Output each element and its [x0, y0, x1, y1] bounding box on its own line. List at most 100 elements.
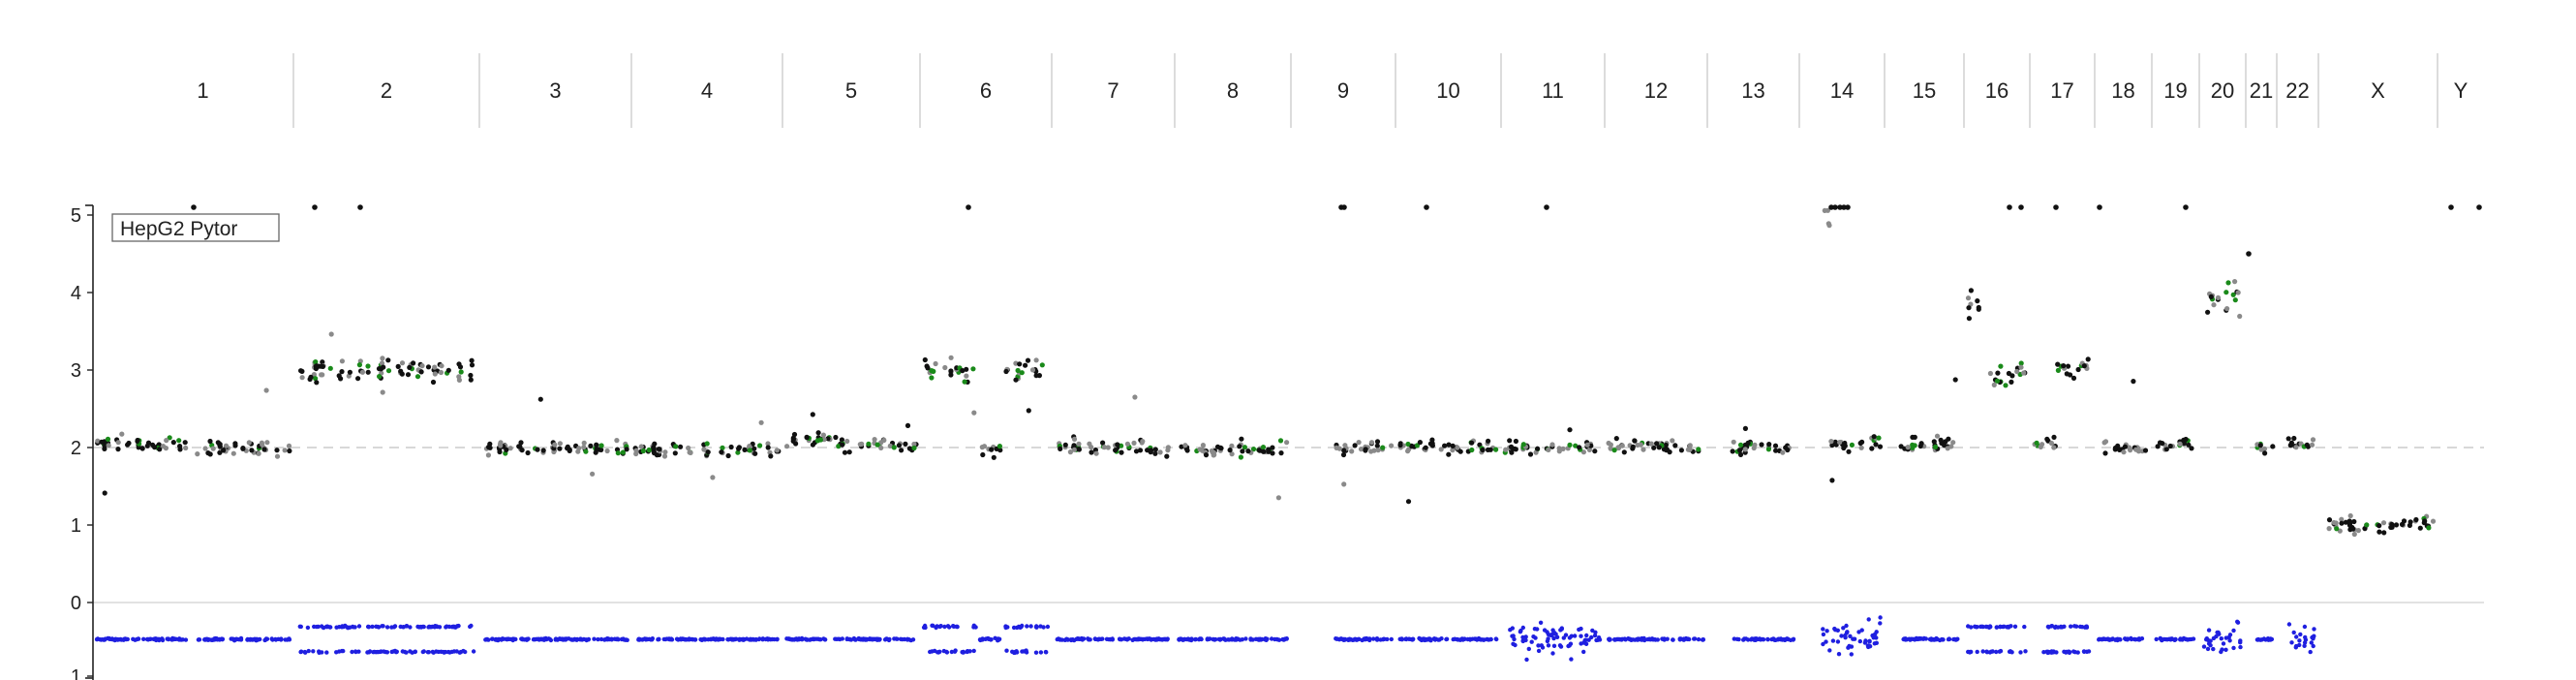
baf-point [714, 636, 719, 641]
baf-point [490, 636, 495, 641]
baf-point [2266, 637, 2271, 642]
copy-number-point [407, 364, 413, 370]
baf-point [2211, 646, 2216, 652]
copy-number-point [833, 434, 839, 441]
copy-number-point [1994, 378, 2001, 384]
copy-number-point [282, 448, 288, 453]
copy-number-point [1493, 447, 1499, 452]
copy-number-point [980, 451, 986, 458]
copy-number-point [1737, 448, 1743, 453]
baf-point [1273, 636, 1277, 642]
baf-point [1078, 636, 1083, 641]
copy-number-point [678, 444, 684, 449]
baf-point [314, 624, 320, 630]
copy-number-point [842, 449, 848, 455]
baf-point [1569, 657, 1574, 662]
copy-number-outlier [810, 412, 815, 417]
copy-number-point [1023, 362, 1028, 368]
baf-point [1012, 650, 1017, 656]
baf-point [1911, 636, 1916, 641]
baf-point [1700, 637, 1705, 642]
baf-point [1260, 636, 1265, 642]
copy-number-outlier [2131, 379, 2136, 385]
baf-point [1536, 643, 1541, 648]
copy-number-point [274, 448, 280, 453]
baf-point [1612, 637, 1617, 642]
copy-number-point [774, 448, 781, 453]
baf-point [744, 636, 750, 641]
copy-number-point [662, 449, 668, 455]
baf-point [1389, 636, 1395, 642]
copy-number-point [1641, 447, 1646, 452]
copy-number-point [751, 446, 757, 451]
baf-point [2058, 625, 2064, 630]
baf-point [334, 625, 339, 630]
copy-number-point [942, 364, 948, 371]
copy-number-point [2085, 356, 2091, 362]
copy-number-point [2326, 517, 2333, 523]
copy-number-point [581, 440, 587, 446]
copy-number-point [230, 450, 236, 456]
copy-number-point [1266, 448, 1272, 454]
baf-point [99, 637, 104, 642]
copy-number-outlier [1405, 499, 1412, 505]
baf-point [1835, 639, 1841, 644]
baf-point [1518, 630, 1523, 634]
copy-number-outlier [328, 331, 334, 337]
copy-number-point [1062, 442, 1068, 448]
copy-number-point [1200, 443, 1206, 448]
copy-number-point [1071, 436, 1078, 442]
copy-number-point [380, 355, 385, 361]
copy-number-point [2225, 280, 2231, 286]
baf-point [1256, 636, 1261, 641]
chromosome-label: 20 [2211, 78, 2234, 103]
copy-number-point [1966, 316, 1972, 322]
baf-point [1677, 637, 1683, 642]
baf-point [900, 636, 905, 642]
copy-number-point [2189, 446, 2194, 451]
chromosome-label: 14 [1830, 78, 1854, 103]
copy-number-point [1773, 448, 1779, 453]
baf-point [2045, 650, 2050, 656]
baf-point [1538, 620, 1544, 625]
baf-point [1234, 636, 1239, 642]
baf-point [532, 636, 537, 642]
copy-number-point [2167, 443, 2173, 449]
copy-number-point [2186, 442, 2192, 448]
copy-number-point [891, 445, 897, 450]
copy-number-point [2021, 370, 2027, 376]
copy-number-outlier [1567, 427, 1573, 433]
copy-number-point [2393, 522, 2400, 528]
copy-number-point [2334, 526, 2340, 532]
baf-point [384, 625, 390, 630]
baf-point [1856, 630, 1861, 634]
baf-point [836, 636, 842, 641]
copy-number-point [217, 449, 223, 455]
copy-number-outlier [1275, 495, 1281, 501]
baf-point [1511, 641, 1516, 646]
baf-point [938, 624, 943, 629]
baf-point [356, 624, 362, 629]
baf-point [404, 650, 409, 655]
copy-number-point [929, 375, 935, 381]
copy-number-point [246, 440, 252, 446]
copy-number-point [2055, 367, 2061, 373]
baf-point [833, 636, 838, 641]
copy-number-point [1450, 448, 1456, 453]
baf-point [1025, 624, 1029, 629]
baf-point [1352, 637, 1358, 642]
copy-number-point [1938, 437, 1944, 443]
baf-point [604, 636, 609, 642]
baf-point [1590, 628, 1595, 634]
copy-number-point [381, 364, 386, 370]
copy-number-point [1584, 442, 1590, 448]
copy-number-point [661, 453, 668, 459]
copy-number-point [1533, 449, 1539, 455]
baf-point [574, 637, 579, 642]
baf-point [1559, 626, 1565, 631]
baf-point [1407, 636, 1412, 641]
copy-number-point [557, 441, 564, 447]
copy-number-point [752, 450, 758, 456]
baf-point [1969, 625, 1974, 630]
